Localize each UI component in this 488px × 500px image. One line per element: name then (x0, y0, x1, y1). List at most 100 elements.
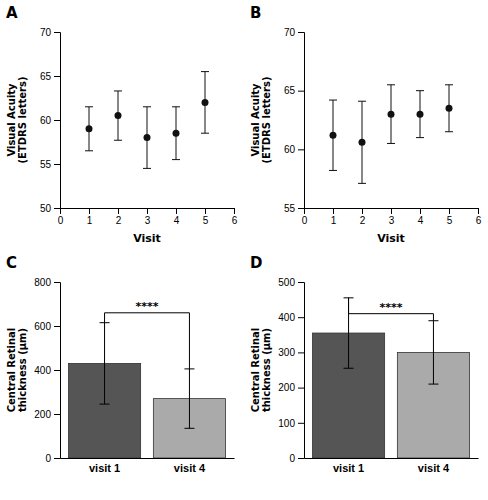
tick-label: 0 (302, 215, 308, 226)
error-bar (428, 321, 438, 384)
tick-label: 600 (34, 321, 51, 332)
tick-label: 100 (278, 418, 295, 429)
tick: 500 (278, 277, 304, 288)
tick: 200 (34, 409, 60, 420)
tick: 65 (40, 71, 60, 82)
tick: 65 (284, 85, 304, 96)
marks (329, 85, 453, 184)
y-axis-title: Visual Acuity(ETDRS letters) (6, 77, 28, 164)
tick-mark (54, 326, 60, 327)
tick: 0 (302, 208, 308, 226)
tick-mark (420, 208, 421, 214)
tick-mark (54, 458, 60, 459)
tick-label: 400 (278, 312, 295, 323)
tick: 4 (174, 208, 180, 226)
tick-mark (54, 32, 60, 33)
y-axis-title: Central Retinalthickness (μm) (250, 328, 272, 413)
plot: 5055606570Visual Acuity(ETDRS letters)01… (6, 27, 238, 245)
tick-mark (298, 282, 304, 283)
significance-bracket (349, 298, 434, 321)
tick-label: 300 (278, 347, 295, 358)
error-bar (184, 369, 194, 428)
tick: 0 (58, 208, 64, 226)
marks (85, 72, 209, 169)
figure: A5055606570Visual Acuity(ETDRS letters)0… (0, 0, 488, 500)
tick: 0 (289, 453, 304, 464)
significance-bracket (105, 313, 190, 369)
tick-mark (298, 352, 304, 353)
tick-label: 1 (87, 215, 93, 226)
axis-line (54, 283, 61, 459)
point (330, 132, 337, 139)
tick: 2 (116, 208, 122, 226)
tick-mark (118, 208, 119, 214)
panel-label: C (6, 254, 17, 272)
x-axis: visit 1 visit 4 (61, 458, 235, 474)
tick-mark (54, 414, 60, 415)
point (388, 111, 395, 118)
tick-label: 400 (34, 365, 51, 376)
tick-mark (205, 208, 206, 214)
significance-label: **** (379, 301, 402, 314)
error-bar (100, 323, 110, 404)
tick-mark (89, 208, 90, 214)
tick-label: 55 (284, 203, 296, 214)
tick: visit 1 (89, 458, 120, 474)
tick-label: 60 (284, 144, 296, 155)
tick-mark (298, 388, 304, 389)
tick-label: visit 4 (174, 462, 206, 474)
x-axis: 0123456 (302, 208, 482, 226)
tick-label: 0 (58, 215, 64, 226)
tick-label: 2 (360, 215, 366, 226)
tick-label: 70 (284, 27, 296, 38)
tick-label: 4 (418, 215, 424, 226)
panel-label: B (250, 4, 261, 22)
tick-label: 3 (145, 215, 151, 226)
tick-mark (304, 208, 305, 214)
tick: 400 (34, 365, 60, 376)
point (144, 134, 151, 141)
tick-label: visit 1 (89, 462, 120, 474)
point (173, 130, 180, 137)
tick-mark (298, 423, 304, 424)
x-axis: 0123456 (58, 208, 238, 226)
tick: 70 (40, 27, 60, 38)
tick: visit 1 (333, 458, 364, 474)
error-bar (85, 107, 93, 151)
point (115, 112, 122, 119)
error-bar (143, 107, 151, 169)
y-axis: 0100200300400500 (278, 277, 304, 464)
tick: 1 (87, 208, 93, 226)
x-axis: visit 1 visit 4 (305, 458, 479, 474)
tick-label: 70 (40, 27, 52, 38)
error-bar (329, 100, 337, 170)
tick: 55 (284, 203, 304, 214)
tick: 800 (34, 277, 60, 288)
tick: 600 (34, 321, 60, 332)
error-bar (114, 91, 122, 140)
tick-mark (298, 91, 304, 92)
panel: B55606570Visual Acuity(ETDRS letters)012… (250, 4, 482, 245)
error-bar (172, 107, 180, 160)
panel-label: A (6, 4, 18, 22)
significance-label: **** (135, 300, 158, 313)
error-bar (416, 91, 424, 138)
tick: 100 (278, 418, 304, 429)
point (86, 125, 93, 132)
tick: 300 (278, 347, 304, 358)
tick: 60 (284, 144, 304, 155)
tick-mark (54, 164, 60, 165)
error-bar (387, 85, 395, 144)
point (359, 139, 366, 146)
tick: 6 (476, 208, 482, 226)
tick-label: 5 (447, 215, 453, 226)
error-bar (201, 72, 209, 134)
tick-mark (54, 120, 60, 121)
tick-label: 55 (40, 159, 52, 170)
tick: visit 4 (418, 458, 450, 474)
error-bar (445, 85, 453, 132)
tick-label: 60 (40, 115, 52, 126)
tick-mark (478, 208, 479, 214)
x-axis-title: Visit (133, 232, 161, 245)
tick: 400 (278, 312, 304, 323)
